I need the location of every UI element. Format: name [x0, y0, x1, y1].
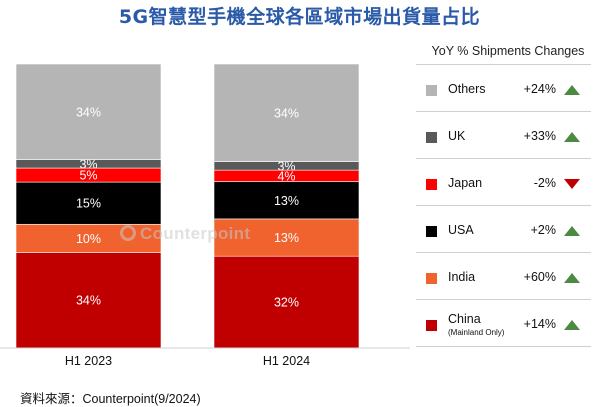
triangle-down-icon — [564, 179, 580, 189]
bar-segment-usa-2 — [213, 181, 360, 220]
bar-segment-china-1 — [15, 252, 162, 349]
data-label-usa-2: 13% — [274, 194, 299, 208]
legend-label: India — [448, 270, 476, 284]
watermark: Counterpoint — [120, 224, 250, 244]
legend-title: YoY % Shipments Changes — [431, 44, 585, 58]
x-tick-label-1: H1 2023 — [65, 354, 112, 368]
bar-group: 34%10%15%5%3%34%32%13%13%4%3%34% — [15, 63, 360, 349]
legend-row-china: (Mainland Only) China +14% — [416, 299, 591, 347]
legend-label: Others — [448, 82, 486, 96]
legend-change-value: +14% — [523, 317, 556, 331]
x-tick-label-2: H1 2024 — [263, 354, 310, 368]
legend-swatch — [426, 179, 437, 190]
bar-segment-others-1 — [15, 63, 162, 160]
legend-row-uk: UK +33% — [416, 111, 591, 158]
watermark-logo-icon — [120, 225, 136, 241]
legend-change-value: +33% — [523, 129, 556, 143]
legend-row-japan: Japan -2% — [416, 158, 591, 205]
legend-label: UK — [448, 129, 466, 143]
chart-title: 5G智慧型手機全球各區域市場出貨量占比 — [118, 6, 481, 28]
triangle-up-icon — [564, 226, 580, 236]
triangle-up-icon — [564, 85, 580, 95]
legend-change-value: -2% — [533, 176, 556, 190]
legend-swatch — [426, 320, 437, 331]
bar-segment-china-2 — [213, 255, 360, 349]
data-label-japan-1: 5% — [79, 169, 97, 183]
data-label-china-1: 34% — [76, 294, 101, 308]
data-label-japan-2: 4% — [277, 169, 295, 183]
legend-change-value: +2% — [530, 223, 556, 237]
legend-swatch — [426, 85, 437, 96]
legend-label: Japan — [448, 176, 483, 190]
bar-segment-india-2 — [213, 218, 360, 257]
data-label-uk-2: 3% — [277, 159, 295, 173]
legend-change-value: +24% — [523, 82, 556, 96]
legend-change-value: +60% — [523, 270, 556, 284]
legend-sublabel: (Mainland Only) — [448, 328, 505, 337]
stacked-bar-chart: 34%10%15%5%3%34%32%13%13%4%3%34% H1 2023… — [0, 63, 410, 368]
bar-segment-india-1 — [15, 223, 162, 253]
data-label-others-1: 34% — [76, 105, 101, 119]
data-label-india-1: 10% — [76, 232, 101, 246]
legend-swatch — [426, 273, 437, 284]
triangle-up-icon — [564, 132, 580, 142]
triangle-up-icon — [564, 273, 580, 283]
data-label-china-2: 32% — [274, 296, 299, 310]
legend-label: China — [448, 312, 481, 326]
legend-label: USA — [448, 223, 474, 237]
bar-segment-usa-1 — [15, 181, 162, 225]
triangle-up-icon — [564, 320, 580, 330]
bar-segment-others-2 — [213, 63, 360, 162]
source-note: 資料來源：Counterpoint(9/2024) — [20, 392, 201, 406]
data-label-india-2: 13% — [274, 231, 299, 245]
data-label-usa-1: 15% — [76, 197, 101, 211]
legend-row-india: India +60% — [416, 252, 591, 299]
watermark-text: Counterpoint — [140, 224, 251, 243]
legend-swatch — [426, 226, 437, 237]
data-label-uk-1: 3% — [79, 157, 97, 171]
legend-swatch — [426, 132, 437, 143]
legend-row-usa: USA +2% — [416, 205, 591, 252]
data-label-others-2: 34% — [274, 106, 299, 120]
legend-row-others: Others +24% — [416, 64, 591, 111]
x-axis-labels: H1 2023 H1 2024 — [65, 354, 310, 368]
